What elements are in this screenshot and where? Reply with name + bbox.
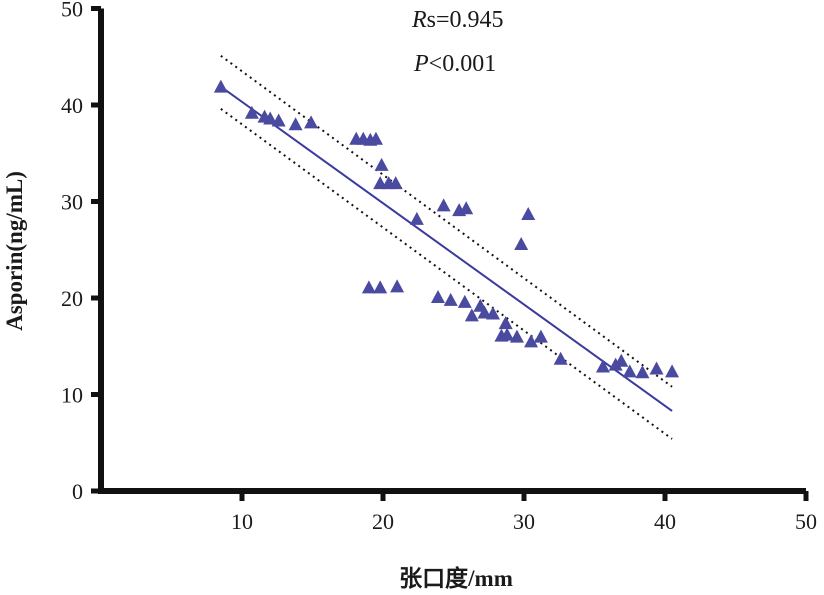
x-tick-label: 20 bbox=[372, 509, 394, 534]
data-point bbox=[213, 79, 228, 93]
data-point bbox=[553, 351, 568, 365]
data-point bbox=[498, 316, 513, 330]
data-point bbox=[390, 279, 405, 293]
rs-annotation: Rs=0.945 bbox=[411, 7, 504, 33]
regression-line bbox=[220, 85, 673, 412]
data-point bbox=[430, 290, 445, 304]
data-point bbox=[485, 306, 500, 320]
data-point bbox=[388, 176, 403, 190]
data-point bbox=[521, 207, 536, 221]
data-point bbox=[409, 211, 424, 225]
data-point bbox=[373, 280, 388, 294]
p-italic: P bbox=[413, 51, 429, 77]
confidence-bands bbox=[220, 54, 673, 440]
data-point bbox=[459, 201, 474, 215]
data-point bbox=[271, 113, 286, 127]
data-point bbox=[500, 327, 515, 341]
data-point bbox=[635, 365, 650, 379]
data-point bbox=[649, 361, 664, 375]
y-tick-label: 50 bbox=[61, 0, 83, 22]
data-point bbox=[608, 357, 623, 371]
data-point bbox=[263, 111, 278, 125]
ci-upper-line bbox=[220, 54, 673, 388]
x-tick-label: 40 bbox=[654, 509, 676, 534]
data-point bbox=[304, 115, 319, 129]
y-axis-title: Asporin(ng/mL) bbox=[2, 171, 27, 331]
ci-lower-line bbox=[220, 108, 673, 440]
p-value: <0.001 bbox=[429, 51, 497, 77]
data-point bbox=[464, 308, 479, 322]
data-point bbox=[374, 157, 389, 171]
data-point bbox=[368, 131, 383, 145]
data-point bbox=[361, 280, 376, 294]
tick-labels: 10 20 30 40 50 0 10 20 30 40 50 bbox=[61, 0, 817, 534]
axes bbox=[91, 6, 809, 501]
x-tick-label: 10 bbox=[231, 509, 253, 534]
data-point bbox=[665, 364, 680, 378]
y-tick-label: 20 bbox=[61, 286, 83, 311]
data-point bbox=[614, 353, 629, 367]
y-tick-label: 30 bbox=[61, 190, 83, 215]
data-point bbox=[533, 329, 548, 343]
data-point bbox=[288, 117, 303, 131]
data-point bbox=[477, 305, 492, 319]
data-point bbox=[436, 198, 451, 212]
data-points bbox=[213, 79, 680, 379]
x-tick-label: 50 bbox=[795, 509, 817, 534]
data-point bbox=[443, 292, 458, 306]
x-tick-label: 30 bbox=[513, 509, 535, 534]
y-tick-label: 40 bbox=[61, 93, 83, 118]
data-point bbox=[457, 294, 472, 308]
rs-italic: R bbox=[411, 7, 427, 33]
regression-line-group bbox=[220, 85, 673, 412]
y-tick-label: 10 bbox=[61, 383, 83, 408]
p-annotation: P<0.001 bbox=[413, 51, 496, 77]
data-point bbox=[524, 334, 539, 348]
data-point bbox=[509, 329, 524, 343]
x-axis-title: 张口度/mm bbox=[399, 565, 513, 591]
data-point bbox=[244, 105, 259, 119]
data-point bbox=[622, 364, 637, 378]
data-point bbox=[595, 359, 610, 373]
data-point bbox=[514, 236, 529, 250]
y-tick-label: 0 bbox=[72, 479, 83, 504]
rs-value: s=0.945 bbox=[427, 7, 504, 33]
